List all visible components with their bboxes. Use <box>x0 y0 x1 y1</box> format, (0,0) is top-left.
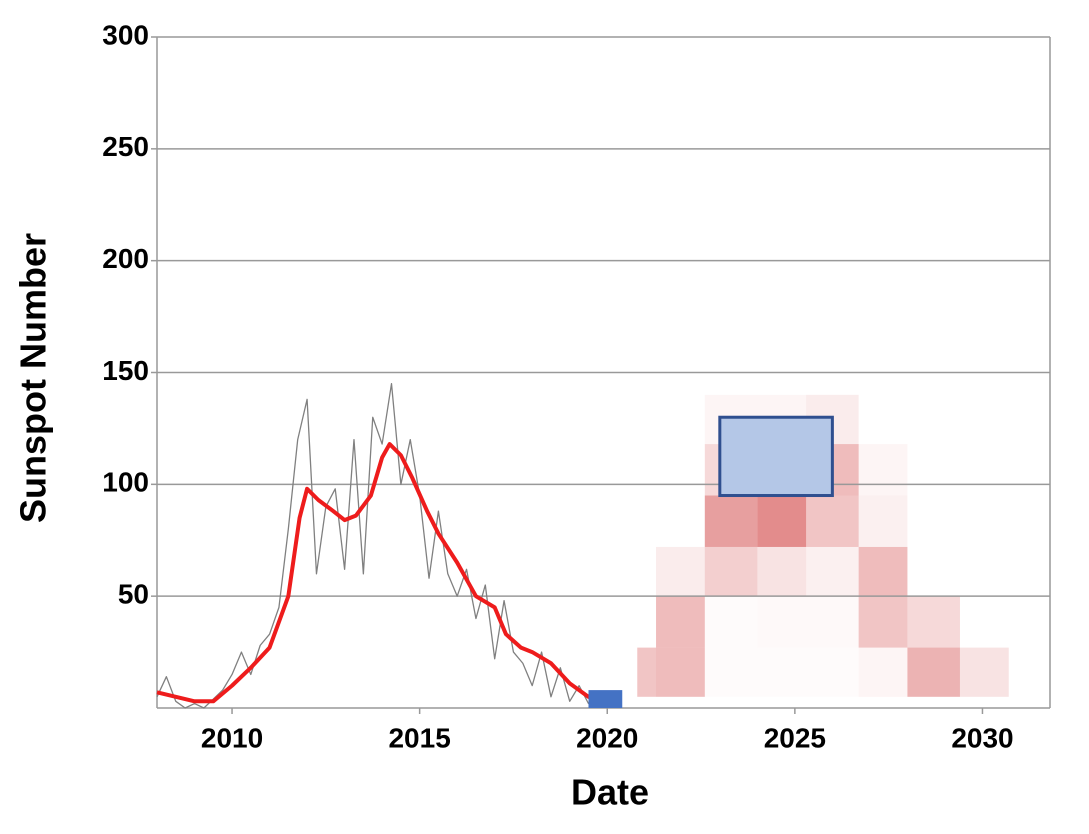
heatmap-cell <box>705 648 758 697</box>
range-box <box>588 690 623 708</box>
heatmap-cell <box>656 496 705 547</box>
y-tick-label: 200 <box>102 243 149 274</box>
y-tick-label: 50 <box>118 579 149 610</box>
heatmap-cell <box>656 546 705 597</box>
heatmap-cell <box>705 596 758 647</box>
heatmap-cell <box>858 546 908 597</box>
heatmap-cell <box>757 596 806 647</box>
heatmap-cell <box>757 546 807 597</box>
heatmap-cell <box>960 444 1009 495</box>
x-tick-label: 2020 <box>576 722 638 753</box>
y-tick-label: 300 <box>102 19 149 50</box>
heatmap-cell <box>858 647 908 697</box>
heatmap-cell <box>637 596 656 647</box>
heatmap-cell <box>959 647 1009 697</box>
x-axis-title: Date <box>571 772 649 813</box>
heatmap-cell <box>907 596 960 648</box>
heatmap-cell <box>656 647 705 697</box>
y-tick-label: 100 <box>102 467 149 498</box>
heatmap-cell <box>907 395 960 444</box>
x-tick-label: 2030 <box>951 722 1013 753</box>
y-axis-title: Sunspot Number <box>13 233 54 523</box>
heatmap-cell <box>806 648 859 697</box>
heatmap-cell <box>907 444 960 495</box>
heatmap-cell <box>806 596 859 647</box>
heatmap-cell <box>858 444 908 496</box>
heatmap-cell <box>858 495 908 547</box>
heatmap-cell <box>960 547 1009 596</box>
heatmap-cell <box>907 496 960 547</box>
x-tick-label: 2010 <box>201 722 263 753</box>
heatmap-cell <box>637 496 656 547</box>
heatmap-cell <box>960 395 1009 444</box>
heatmap-cell <box>960 496 1009 547</box>
heatmap-cell <box>704 546 758 597</box>
heatmap-cell <box>637 395 656 444</box>
heatmap-cell <box>656 444 705 495</box>
heatmap-cell <box>806 546 859 597</box>
y-tick-label: 150 <box>102 355 149 386</box>
heatmap-cell <box>806 495 859 547</box>
heatmap-cell <box>907 647 960 697</box>
heatmap-cell <box>637 547 656 596</box>
heatmap-cell <box>907 547 960 596</box>
heatmap-cell <box>637 647 657 697</box>
heatmap-cell <box>757 495 807 547</box>
heatmap-cell <box>704 495 758 547</box>
series-line <box>156 442 605 706</box>
heatmap-cell <box>656 395 705 444</box>
heatmap-cell <box>637 444 656 495</box>
x-tick-label: 2015 <box>388 722 450 753</box>
heatmap-cell <box>757 648 806 697</box>
range-box <box>718 415 834 498</box>
heatmap-cell <box>656 596 705 648</box>
series-line <box>156 383 599 709</box>
heatmap-cell <box>859 395 908 444</box>
x-tick-label: 2025 <box>764 722 826 753</box>
heatmap-cell <box>858 596 908 648</box>
y-tick-label: 250 <box>102 131 149 162</box>
heatmap-cell <box>960 596 1009 647</box>
